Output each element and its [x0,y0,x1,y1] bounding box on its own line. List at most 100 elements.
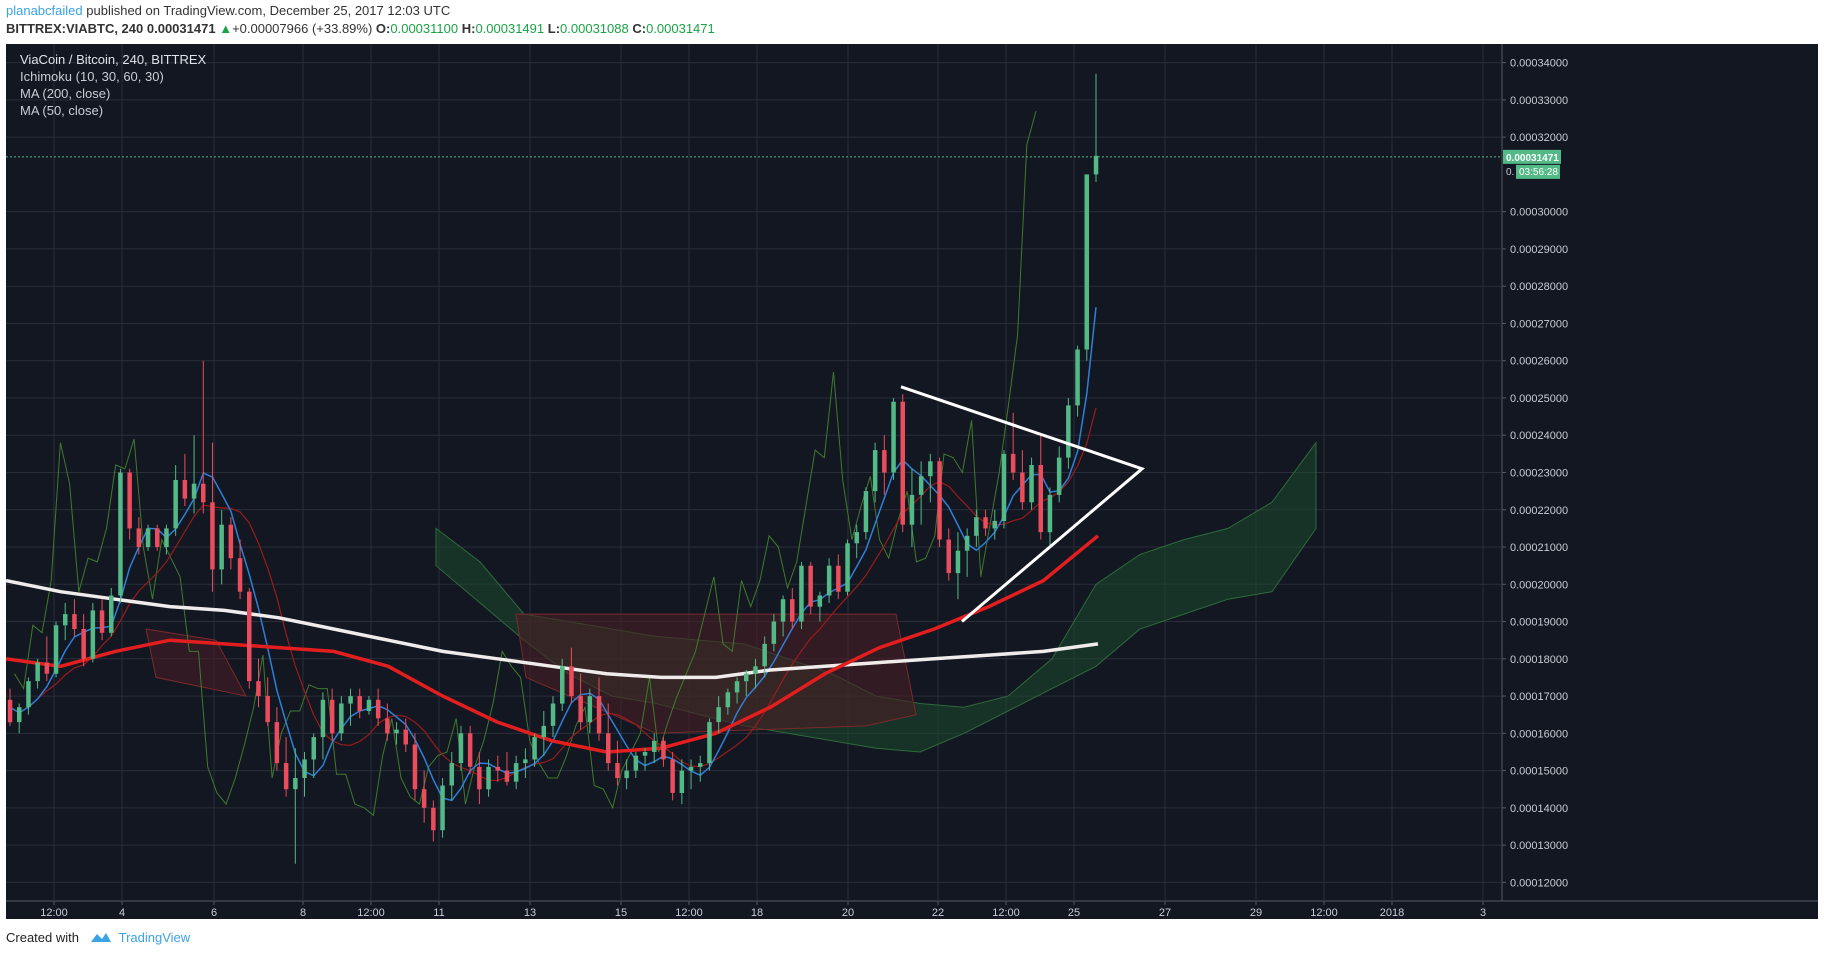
candle-body[interactable] [744,673,749,682]
candle-body[interactable] [90,610,96,659]
candle-body[interactable] [587,696,593,723]
candle-body[interactable] [937,461,942,540]
candle-body[interactable] [734,681,740,693]
candle-body[interactable] [118,472,123,596]
candle-body[interactable] [928,461,933,477]
candle-body[interactable] [863,491,869,533]
time-axis-background[interactable] [6,901,1818,919]
candle-body[interactable] [532,737,537,760]
candle-body[interactable] [35,662,40,682]
candle-body[interactable] [615,763,620,778]
candle-body[interactable] [1038,465,1044,533]
candle-body[interactable] [1056,457,1062,495]
candle-body[interactable] [320,699,326,738]
candle-body[interactable] [836,565,841,592]
candle-body[interactable] [624,770,629,779]
candle-body[interactable] [412,744,418,790]
candle-body[interactable] [780,599,786,622]
candle-body[interactable] [182,480,188,499]
candle-body[interactable] [458,733,464,764]
author-link[interactable]: planabcfailed [6,3,83,18]
candle-body[interactable] [201,483,206,503]
candle-body[interactable] [357,696,363,711]
candle-body[interactable] [210,502,215,570]
candle-body[interactable] [716,707,721,723]
candle-body[interactable] [81,629,86,659]
candle-body[interactable] [403,729,409,745]
candle-body[interactable] [642,752,648,756]
candle-body[interactable] [1020,472,1025,503]
candle-body[interactable] [339,703,344,734]
candle-body[interactable] [771,621,777,644]
candle-body[interactable] [431,807,436,831]
triangle-drawing[interactable] [900,385,1145,623]
candle-body[interactable] [753,666,758,674]
candle-body[interactable] [1001,453,1007,521]
candle-body[interactable] [872,450,878,492]
candle-body[interactable] [219,524,224,570]
candle-body[interactable] [900,401,906,525]
candle-body[interactable] [1029,465,1034,503]
candle-body[interactable] [578,696,583,723]
candle-body[interactable] [274,722,280,764]
candle-body[interactable] [1084,174,1090,350]
candle-body[interactable] [891,401,896,473]
candle-body[interactable] [53,625,59,674]
candle-body[interactable] [311,737,317,760]
candle-body[interactable] [44,662,50,674]
candle-body[interactable] [449,763,455,786]
candle-body[interactable] [688,766,694,771]
candle-body[interactable] [63,614,68,626]
candle-body[interactable] [569,666,574,697]
candle-body[interactable] [17,707,22,723]
candle-body[interactable] [375,699,381,719]
candle-body[interactable] [495,766,501,771]
candle-body[interactable] [550,703,556,726]
candle-body[interactable] [228,524,234,559]
candle-body[interactable] [173,480,178,529]
candle-body[interactable] [513,763,519,782]
candle-body[interactable] [164,528,169,547]
candle-body[interactable] [854,532,860,544]
price-chart[interactable]: 0.00034000 0.00033000 0.00032000 0.00030000… [6,44,1818,919]
candle-body[interactable] [265,696,270,723]
candle-body[interactable] [329,699,335,734]
candle-body[interactable] [992,520,998,529]
candle-body[interactable] [385,718,390,734]
tradingview-brand-link[interactable]: TradingView [118,930,191,945]
candle-body[interactable] [72,614,77,629]
candle-body[interactable] [7,699,13,723]
candle-body[interactable] [679,770,685,793]
candle-body[interactable] [1093,155,1099,175]
candle-body[interactable] [191,483,197,499]
candle-body[interactable] [366,699,372,711]
candle-body[interactable] [145,528,151,547]
candle-body[interactable] [504,770,510,782]
candle-body[interactable] [652,740,657,752]
candle-body[interactable] [698,763,703,767]
legend-ma50[interactable]: MA (50, close) [20,103,104,118]
candle-body[interactable] [1066,405,1071,458]
candle-body[interactable] [348,696,353,704]
candle-body[interactable] [99,610,105,633]
candle-body[interactable] [670,759,675,793]
candle-body[interactable] [808,565,813,607]
candle-body[interactable] [486,766,491,790]
candle-body[interactable] [845,543,850,592]
candle-body[interactable] [302,759,307,778]
candle-body[interactable] [661,740,666,760]
legend-ichimoku[interactable]: Ichimoku (10, 30, 60, 30) [20,69,164,84]
candle-body[interactable] [1010,453,1016,473]
candle-body[interactable] [946,539,952,574]
candle-body[interactable] [256,681,261,697]
candle-body[interactable] [596,696,602,734]
candle-body[interactable] [421,789,427,808]
candle-body[interactable] [882,450,887,473]
candle-body[interactable] [136,528,142,547]
candle-body[interactable] [109,595,114,633]
candle-body[interactable] [394,729,399,734]
candle-body[interactable] [1075,349,1080,406]
price-axis-background[interactable] [1502,44,1818,901]
candle-body[interactable] [725,692,731,708]
candle-body[interactable] [974,517,979,536]
